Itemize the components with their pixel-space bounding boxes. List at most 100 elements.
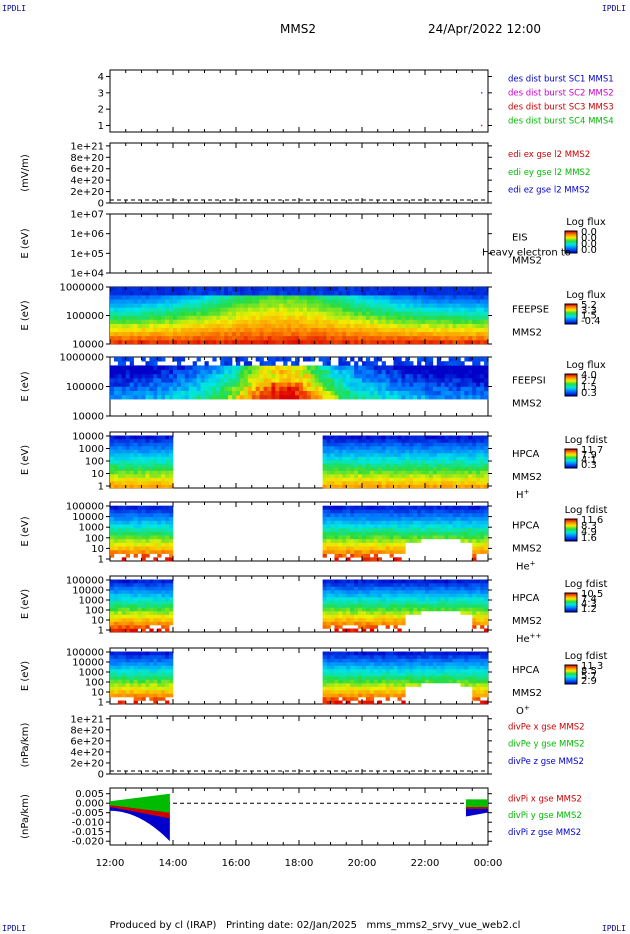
- spectrogram-cell: [393, 520, 398, 525]
- spectrogram-cell: [113, 597, 119, 601]
- spectrogram-cell: [468, 470, 473, 475]
- spectrogram-cell: [200, 287, 205, 292]
- spectrogram-cell: [452, 394, 457, 400]
- spectrogram-cell: [452, 365, 457, 370]
- spectrogram-cell: [125, 590, 130, 594]
- spectrogram-cell: [259, 339, 264, 345]
- spectrogram-cell: [129, 477, 134, 482]
- spectrogram-cell: [373, 295, 379, 300]
- colorbar-value: 11.6: [581, 515, 603, 526]
- spectrogram-cell: [137, 516, 142, 521]
- spectrogram-cell: [468, 513, 473, 518]
- spectrogram-cell: [165, 287, 170, 292]
- spectrogram-cell: [354, 628, 359, 633]
- spectrogram-cell: [401, 542, 406, 547]
- spectrogram-cell: [440, 303, 445, 308]
- spectrogram-cell: [464, 484, 469, 489]
- spectrogram-cell: [271, 365, 276, 370]
- spectrogram-cell: [362, 542, 367, 547]
- spectrogram-cell: [385, 535, 390, 540]
- spectrogram-cell: [153, 516, 158, 521]
- spectrogram-cell: [173, 327, 178, 333]
- spectrogram-cell: [436, 467, 442, 471]
- spectrogram-cell: [169, 463, 174, 468]
- spectrogram-cell: [141, 299, 146, 304]
- spectrogram-cell: [180, 307, 186, 312]
- spectrogram-cell: [334, 481, 339, 485]
- spectrogram-cell: [369, 625, 375, 629]
- spectrogram-cell: [377, 323, 382, 329]
- spectrogram-cell: [362, 303, 367, 308]
- spectrogram-cell: [161, 435, 166, 440]
- spectrogram-cell: [389, 535, 394, 540]
- spectrogram-cell: [334, 535, 339, 540]
- spectrogram-cell: [334, 435, 339, 440]
- spectrogram-cell: [350, 339, 355, 345]
- spectrogram-cell: [480, 505, 485, 510]
- spectrogram-cell: [279, 394, 284, 400]
- spectrogram-cell: [310, 303, 316, 308]
- spectrogram-cell: [338, 335, 343, 341]
- spectrogram-cell: [196, 386, 201, 392]
- spectrogram-cell: [385, 378, 390, 383]
- spectrogram-cell: [228, 311, 233, 316]
- spectrogram-cell: [464, 331, 469, 337]
- spectrogram-cell: [251, 394, 256, 400]
- spectrogram-cell: [389, 365, 394, 370]
- spectrogram-cell: [165, 586, 170, 591]
- spectrogram-cell: [291, 299, 296, 304]
- spectrogram-cell: [456, 456, 461, 461]
- spectrogram-cell: [472, 394, 477, 400]
- spectrogram-cell: [350, 579, 355, 584]
- spectrogram-cell: [440, 327, 445, 333]
- spectrogram-cell: [358, 460, 363, 464]
- spectrogram-cell: [342, 597, 347, 601]
- spectrogram-cell: [432, 531, 438, 536]
- spectrogram-cell: [358, 299, 363, 304]
- spectrogram-cell: [346, 542, 351, 547]
- spectrogram-cell: [436, 327, 442, 333]
- spectrogram-cell: [389, 335, 394, 341]
- spectrogram-cell: [334, 505, 339, 510]
- spectrogram-cell: [133, 435, 138, 440]
- spectrogram-cell: [165, 474, 170, 478]
- spectrogram-cell: [393, 323, 398, 329]
- spectrogram-cell: [330, 291, 335, 296]
- spectrogram-cell: [157, 291, 162, 296]
- spectrogram-cell: [425, 323, 430, 329]
- spectrogram-cell: [397, 299, 402, 304]
- spectrogram-cell: [137, 597, 142, 601]
- spectrogram-cell: [362, 369, 367, 375]
- spectrogram-cell: [444, 531, 449, 536]
- spectrogram-cell: [350, 542, 355, 547]
- spectrogram-cell: [287, 373, 292, 379]
- spectrogram-cell: [137, 538, 142, 543]
- spectrogram-cell: [338, 331, 343, 337]
- spectrogram-cell: [318, 327, 323, 333]
- spectrogram-cell: [137, 335, 142, 341]
- spectrogram-cell: [275, 295, 280, 300]
- spectrogram-cell: [322, 593, 327, 598]
- spectrogram-cell: [141, 509, 146, 514]
- spectrogram-cell: [448, 484, 453, 489]
- spectrogram-cell: [228, 357, 233, 362]
- spectrogram-cell: [145, 378, 150, 383]
- spectrogram-cell: [141, 335, 146, 341]
- y-tick-label: 10: [91, 544, 104, 555]
- spectrogram-cell: [397, 509, 402, 514]
- spectrogram-cell: [401, 449, 406, 454]
- spectrogram-cell: [117, 390, 123, 396]
- spectrogram-cell: [413, 299, 418, 304]
- spectrogram-cell: [369, 474, 375, 478]
- spectrogram-cell: [440, 446, 445, 450]
- spectrogram-cell: [417, 315, 422, 320]
- spectrogram-cell: [224, 394, 229, 400]
- spectrogram-cell: [318, 378, 323, 383]
- spectrogram-cell: [110, 365, 115, 370]
- spectrogram-cell: [334, 614, 339, 619]
- spectrogram-cell: [432, 474, 438, 478]
- spectrogram-cell: [377, 535, 382, 540]
- spectrogram-cell: [271, 287, 276, 292]
- spectrogram-cell: [299, 287, 304, 292]
- spectrogram-cell: [125, 460, 130, 464]
